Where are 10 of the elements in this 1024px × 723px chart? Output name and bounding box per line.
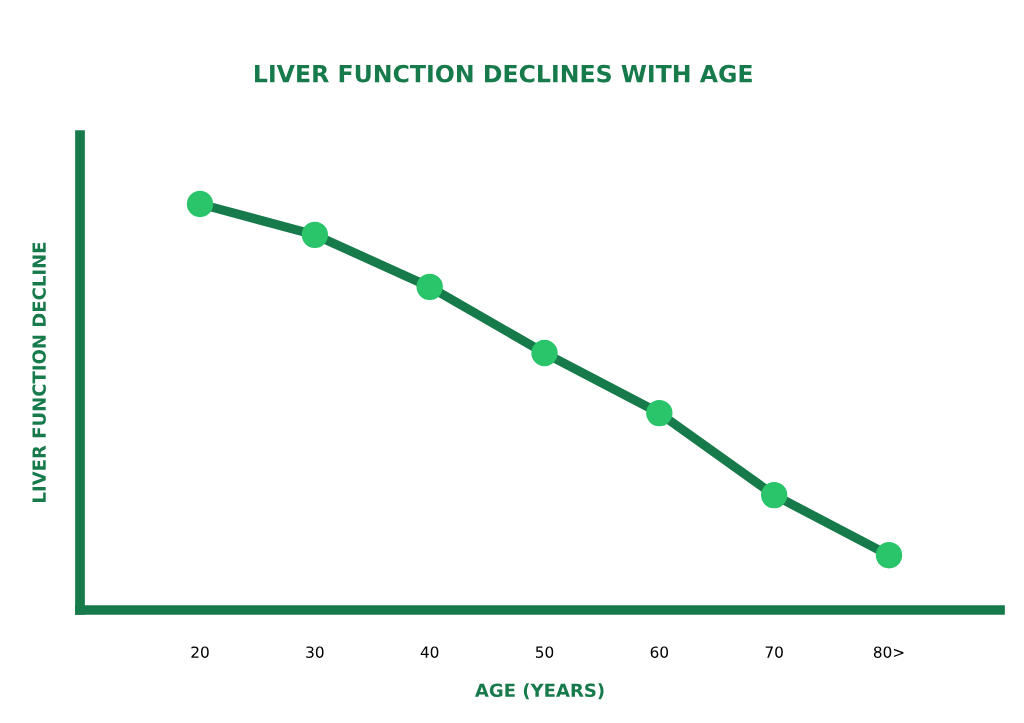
chart-title: LIVER FUNCTION DECLINES WITH AGE — [255, 64, 752, 83]
y-axis-title: LIVER FUNCTION DECLINE — [32, 242, 46, 502]
x-tick-label: 80> — [873, 646, 904, 658]
x-tick-label: 60 — [650, 646, 669, 658]
x-tick-label: 40 — [420, 646, 439, 658]
x-tick-label: 50 — [535, 646, 554, 658]
x-tick-label: 20 — [191, 646, 209, 658]
x-tick-label: 30 — [306, 646, 324, 658]
x-tick-label: 70 — [765, 646, 783, 658]
x-axis-title: AGE (YEARS) — [474, 683, 604, 700]
